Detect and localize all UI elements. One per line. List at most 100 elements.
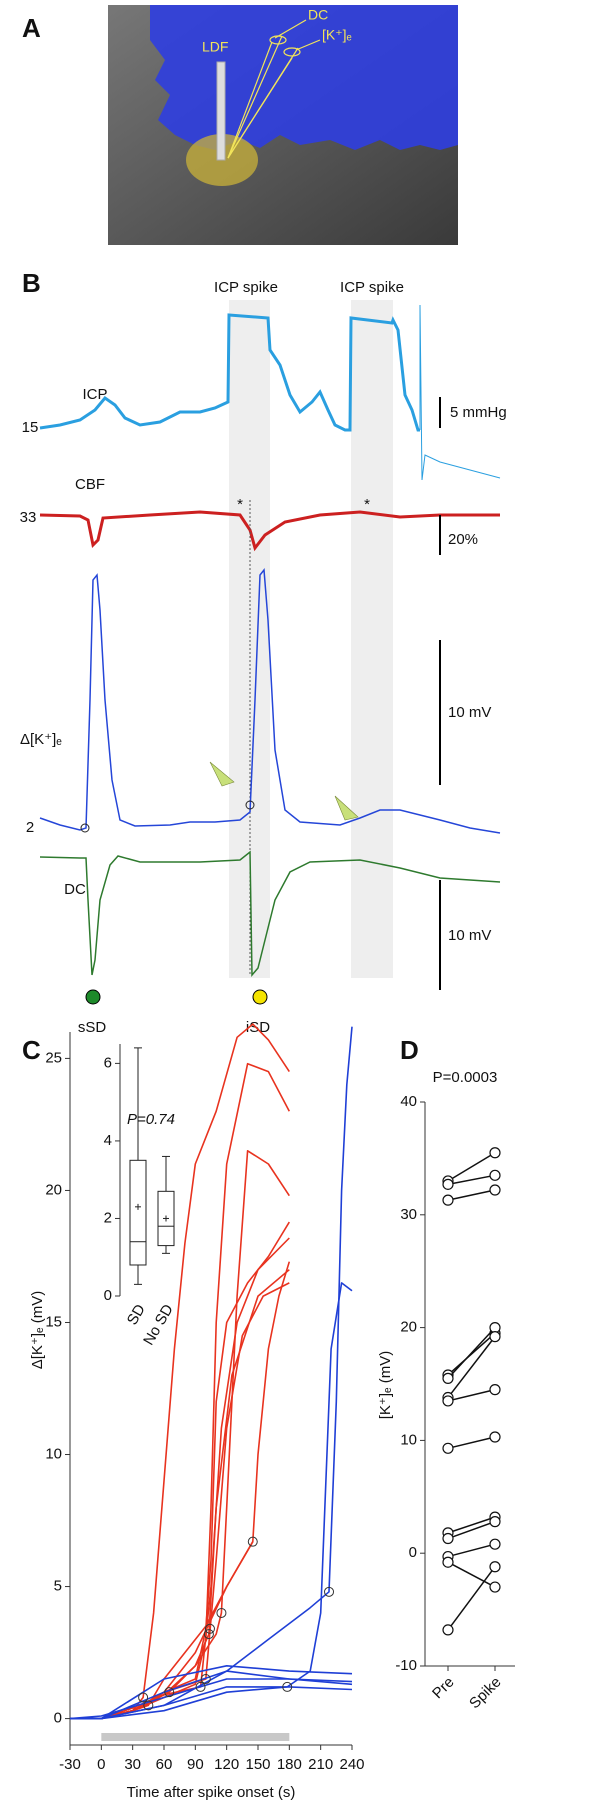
arrowhead bbox=[334, 795, 359, 821]
trace-baseline: 15 bbox=[22, 419, 39, 436]
y-tick-label: 6 bbox=[104, 1054, 112, 1071]
arrowhead bbox=[209, 761, 235, 787]
y-tick-label: 10 bbox=[400, 1431, 417, 1448]
onset-marker bbox=[324, 1586, 335, 1597]
dot bbox=[489, 1331, 501, 1343]
label-dc: DC bbox=[308, 7, 328, 23]
y-tick-label: 30 bbox=[400, 1206, 417, 1223]
scale-label: 10 mV bbox=[448, 927, 491, 944]
onset-marker bbox=[164, 1687, 175, 1698]
y-tick-label: 25 bbox=[45, 1049, 62, 1066]
trace-label: CBF bbox=[75, 476, 105, 493]
label-k: [K⁺]ₑ bbox=[322, 27, 352, 43]
y-tick-label: 2 bbox=[104, 1209, 112, 1226]
onset-marker bbox=[200, 1673, 211, 1684]
panel-label: B bbox=[22, 268, 41, 298]
pair-line bbox=[447, 1189, 496, 1201]
onset-marker bbox=[195, 1681, 206, 1692]
scale-label: 5 mmHg bbox=[450, 404, 507, 421]
trace bbox=[70, 1062, 291, 1720]
y-tick-label: 0 bbox=[104, 1287, 112, 1304]
event-label: iSD bbox=[246, 1019, 270, 1036]
x-tick-label: 0 bbox=[97, 1756, 105, 1773]
annotation: P=0.0003 bbox=[433, 1069, 498, 1086]
dot bbox=[442, 1395, 454, 1407]
spike-duration bbox=[101, 1733, 290, 1741]
box bbox=[129, 1159, 147, 1266]
trace bbox=[70, 1150, 290, 1720]
y-tick-label: -10 bbox=[395, 1657, 417, 1674]
category-label: SD bbox=[124, 1301, 149, 1328]
dot bbox=[489, 1538, 501, 1550]
electrodes bbox=[227, 19, 321, 159]
y-tick-label: 20 bbox=[45, 1181, 62, 1198]
category-label: Spike bbox=[466, 1674, 505, 1713]
y-tick-label: 15 bbox=[45, 1313, 62, 1330]
category-label: Pre bbox=[429, 1674, 458, 1703]
dot bbox=[489, 1169, 501, 1181]
annotation: P=0.74 bbox=[127, 1111, 175, 1128]
dc-trace bbox=[39, 850, 501, 977]
asterisk: * bbox=[364, 496, 370, 513]
x-tick-label: 90 bbox=[187, 1756, 204, 1773]
onset-marker bbox=[216, 1607, 227, 1618]
y-tick-label: 0 bbox=[54, 1710, 62, 1727]
scale-label: 10 mV bbox=[448, 704, 491, 721]
y-tick-label: 4 bbox=[104, 1132, 112, 1149]
pair-line bbox=[447, 1516, 496, 1534]
x-tick-label: 120 bbox=[214, 1756, 239, 1773]
y-axis-label: [K⁺]ₑ (mV) bbox=[377, 1351, 394, 1420]
onset-marker bbox=[80, 823, 90, 833]
trace-label: Δ[K⁺]ₑ bbox=[20, 731, 62, 748]
panel-label: D bbox=[400, 1035, 419, 1065]
pair-line bbox=[447, 1336, 496, 1398]
spike-band bbox=[351, 300, 393, 978]
onset-marker bbox=[138, 1692, 149, 1703]
y-tick-label: 5 bbox=[54, 1578, 62, 1595]
dot bbox=[489, 1581, 501, 1593]
pair-line bbox=[447, 1561, 496, 1588]
pair-line bbox=[447, 1543, 496, 1558]
y-tick-label: 10 bbox=[45, 1445, 62, 1462]
x-tick-label: 210 bbox=[308, 1756, 333, 1773]
trace-baseline: 33 bbox=[20, 509, 37, 526]
x-tick-label: 30 bbox=[124, 1756, 141, 1773]
dot bbox=[442, 1624, 454, 1636]
trace-label: DC bbox=[64, 881, 86, 898]
dot bbox=[489, 1516, 501, 1528]
pair-line bbox=[447, 1332, 496, 1376]
icp-trace bbox=[419, 304, 501, 481]
dot bbox=[442, 1372, 454, 1384]
pair-line bbox=[447, 1152, 496, 1182]
pair-line bbox=[447, 1520, 496, 1540]
trace bbox=[70, 1261, 291, 1720]
x-tick-label: 60 bbox=[156, 1756, 173, 1773]
panel-label: C bbox=[22, 1035, 41, 1065]
spike-label: ICP spike bbox=[340, 279, 404, 296]
scale-label: 20% bbox=[448, 531, 478, 548]
dot bbox=[442, 1442, 454, 1454]
event-dot bbox=[252, 989, 268, 1005]
asterisk: * bbox=[237, 496, 243, 513]
x-axis-label: Time after spike onset (s) bbox=[127, 1784, 296, 1801]
onset-marker bbox=[143, 1700, 154, 1711]
pair-line bbox=[447, 1436, 496, 1450]
dot bbox=[489, 1561, 501, 1573]
trace bbox=[70, 1686, 353, 1720]
onset-marker bbox=[247, 1536, 258, 1547]
trace bbox=[69, 1678, 353, 1720]
y-tick-label: 40 bbox=[400, 1093, 417, 1110]
ldf-probe bbox=[216, 61, 226, 161]
pair-line bbox=[447, 1174, 496, 1186]
x-tick-label: 240 bbox=[339, 1756, 364, 1773]
icp-trace bbox=[39, 313, 420, 432]
dot bbox=[442, 1556, 454, 1568]
activation-area bbox=[150, 5, 458, 150]
dot bbox=[442, 1178, 454, 1190]
x-tick-label: -30 bbox=[59, 1756, 81, 1773]
dot bbox=[489, 1431, 501, 1443]
trace-label: ICP bbox=[82, 386, 107, 403]
event-label: sSD bbox=[78, 1019, 107, 1036]
